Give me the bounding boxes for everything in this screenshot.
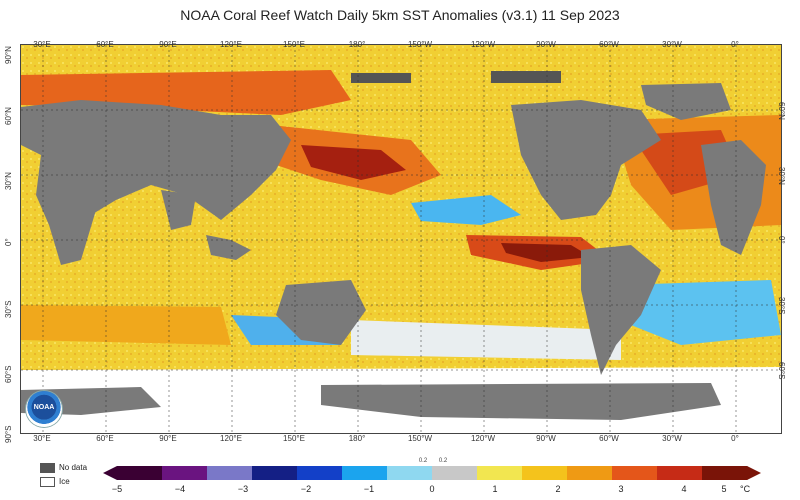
colorbar-tick-label: 1 <box>492 484 498 494</box>
colorbar-tick-label: 0 <box>429 484 435 494</box>
ice-label: Ice <box>59 477 70 486</box>
colorbar <box>103 466 761 480</box>
colorbar-segment <box>117 466 163 480</box>
lon-label-top: 30°W <box>662 40 682 49</box>
lon-label-top: 180° <box>348 40 366 49</box>
colorbar-segment <box>612 466 658 480</box>
colorbar-tick-label: −2 <box>300 484 312 494</box>
colorbar-segment <box>207 466 253 480</box>
colorbar-segment <box>522 466 568 480</box>
colorbar-segment <box>252 466 298 480</box>
lon-label-bottom: 60°W <box>599 434 619 443</box>
lat-label-left: 90°S <box>4 425 13 443</box>
colorbar-small-tick: 0.2 <box>418 458 428 464</box>
lon-label-top: 120°W <box>470 40 496 49</box>
lat-label-right: 60°S <box>777 362 786 380</box>
lon-label-top: 30°E <box>33 40 51 49</box>
lat-label-left: 30°S <box>4 300 13 318</box>
greenland-land <box>641 83 731 120</box>
south-america-land <box>581 245 661 375</box>
colorbar-high-arrow <box>747 466 761 480</box>
lon-label-bottom: 0° <box>731 434 739 443</box>
lon-label-bottom: 180° <box>348 434 366 443</box>
india-land <box>161 190 196 230</box>
lon-label-bottom: 150°W <box>407 434 433 443</box>
colorbar-tick-label: 2 <box>555 484 561 494</box>
lat-label-right: 60°N <box>777 102 786 120</box>
lon-label-top: 120°E <box>220 40 242 49</box>
map-canvas <box>21 45 781 433</box>
no-data-label: No data <box>59 463 88 472</box>
colorbar-tick-label: −5 <box>111 484 123 494</box>
colorbar-segment <box>342 466 388 480</box>
colorbar-segment <box>387 466 433 480</box>
no-data-arctic-east <box>491 71 561 83</box>
southern-indian-warm-anomaly <box>21 305 231 345</box>
north-america-land <box>511 100 661 220</box>
australia-land <box>276 280 366 345</box>
lat-label-left: 90°N <box>4 46 13 64</box>
lon-label-bottom: 60°E <box>96 434 114 443</box>
map-title: NOAA Coral Reef Watch Daily 5km SST Anom… <box>180 7 620 23</box>
colorbar-small-tick: 0.2 <box>438 458 448 464</box>
lon-label-bottom: 120°W <box>470 434 496 443</box>
north-pacific-hot-anomaly <box>301 145 406 180</box>
lat-label-left: 30°N <box>4 172 13 190</box>
lon-label-top: 90°W <box>536 40 556 49</box>
lon-label-top: 0° <box>731 40 739 49</box>
no-data-swatch <box>40 463 55 473</box>
north-pacific-cool-anomaly <box>411 195 521 225</box>
lon-label-bottom: 90°W <box>536 434 556 443</box>
graticule <box>21 45 781 433</box>
colorbar-tick-label: 5 <box>721 484 727 494</box>
colorbar-segment <box>432 466 478 480</box>
colorbar-segment <box>702 466 748 480</box>
lat-label-right: 0° <box>777 236 786 244</box>
indonesia-land <box>206 235 251 260</box>
lon-label-top: 90°E <box>159 40 177 49</box>
southern-ocean-neutral <box>351 320 621 360</box>
lon-label-top: 60°E <box>96 40 114 49</box>
lon-label-top: 150°W <box>407 40 433 49</box>
lon-label-bottom: 120°E <box>220 434 242 443</box>
lon-label-top: 150°E <box>283 40 305 49</box>
lon-label-bottom: 90°E <box>159 434 177 443</box>
south-atlantic-cool-anomaly <box>621 280 781 345</box>
colorbar-tick-label: 4 <box>681 484 687 494</box>
colorbar-tick-label: −1 <box>363 484 375 494</box>
lat-label-right: 30°S <box>777 297 786 315</box>
lat-label-right: 30°N <box>777 167 786 185</box>
lat-label-left: 60°S <box>4 365 13 383</box>
lon-label-top: 60°W <box>599 40 619 49</box>
lon-label-bottom: 30°E <box>33 434 51 443</box>
lat-label-left: 60°N <box>4 107 13 125</box>
sst-anomaly-map <box>20 44 782 434</box>
colorbar-unit: °C <box>740 484 751 494</box>
colorbar-low-arrow <box>103 466 117 480</box>
noaa-logo: NOAA <box>26 391 62 427</box>
colorbar-segment <box>162 466 208 480</box>
colorbar-segment <box>657 466 703 480</box>
no-data-arctic <box>351 73 411 83</box>
el-nino-hot-anomaly <box>501 243 591 262</box>
colorbar-segment <box>297 466 343 480</box>
ice-swatch <box>40 477 55 487</box>
colorbar-segment <box>567 466 613 480</box>
noaa-logo-text: NOAA <box>33 404 55 411</box>
colorbar-segment <box>477 466 523 480</box>
lon-label-bottom: 30°W <box>662 434 682 443</box>
colorbar-tick-label: 3 <box>618 484 624 494</box>
africa-west-land <box>701 140 766 255</box>
lon-label-bottom: 150°E <box>283 434 305 443</box>
colorbar-tick-label: −4 <box>174 484 186 494</box>
lat-label-left: 0° <box>4 238 13 246</box>
africa-east-land <box>36 155 96 265</box>
colorbar-segments <box>117 466 748 480</box>
colorbar-tick-label: −3 <box>237 484 249 494</box>
